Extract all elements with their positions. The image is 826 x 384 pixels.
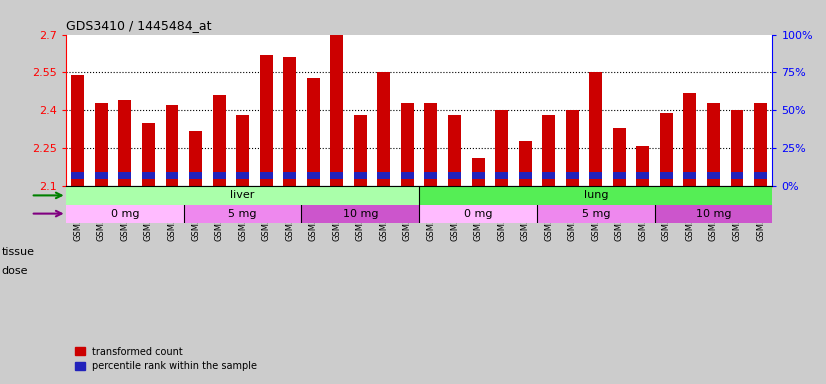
Text: 0 mg: 0 mg	[463, 209, 492, 218]
Text: 10 mg: 10 mg	[343, 209, 378, 218]
Bar	[636, 146, 649, 186]
Bar	[165, 105, 178, 186]
Bar	[236, 172, 249, 179]
Text: 5 mg: 5 mg	[228, 209, 257, 218]
Bar	[142, 172, 155, 179]
Bar	[66, 186, 420, 205]
Bar	[354, 116, 367, 186]
Bar	[330, 172, 344, 179]
Bar	[95, 103, 108, 186]
Bar	[683, 172, 696, 179]
Bar	[754, 172, 767, 179]
Bar	[420, 186, 772, 205]
Bar	[259, 172, 273, 179]
Bar	[259, 55, 273, 186]
Text: lung: lung	[583, 190, 608, 200]
Bar	[707, 103, 720, 186]
Bar	[448, 116, 461, 186]
Text: 5 mg: 5 mg	[582, 209, 610, 218]
Bar	[330, 35, 344, 186]
Bar	[660, 113, 673, 186]
Bar	[537, 205, 655, 223]
Bar	[613, 128, 626, 186]
Bar	[212, 95, 225, 186]
Bar	[283, 172, 297, 179]
Bar	[165, 172, 178, 179]
Bar	[420, 205, 537, 223]
Text: GDS3410 / 1445484_at: GDS3410 / 1445484_at	[66, 19, 211, 32]
Bar	[566, 172, 579, 179]
Bar	[519, 141, 532, 186]
Bar	[495, 111, 508, 186]
Bar	[636, 172, 649, 179]
Bar	[589, 172, 602, 179]
Bar	[542, 116, 555, 186]
Bar	[66, 205, 183, 223]
Bar	[306, 78, 320, 186]
Bar	[189, 172, 202, 179]
Bar	[495, 172, 508, 179]
Bar	[236, 116, 249, 186]
Bar	[542, 172, 555, 179]
Bar	[401, 103, 414, 186]
Bar	[754, 103, 767, 186]
Text: liver: liver	[230, 190, 255, 200]
Legend: transformed count, percentile rank within the sample: transformed count, percentile rank withi…	[71, 343, 261, 375]
Bar	[401, 172, 414, 179]
Bar	[118, 100, 131, 186]
Bar	[519, 172, 532, 179]
Bar	[683, 93, 696, 186]
Bar	[95, 172, 108, 179]
Bar	[730, 111, 743, 186]
Bar	[589, 73, 602, 186]
Text: 10 mg: 10 mg	[695, 209, 731, 218]
Bar	[377, 172, 391, 179]
Bar	[730, 172, 743, 179]
Bar	[301, 205, 420, 223]
Bar	[212, 172, 225, 179]
Bar	[613, 172, 626, 179]
Bar	[425, 172, 438, 179]
Bar	[183, 205, 301, 223]
Bar	[71, 75, 84, 186]
Text: dose: dose	[2, 266, 28, 276]
Bar	[377, 73, 391, 186]
Bar	[448, 172, 461, 179]
Text: 0 mg: 0 mg	[111, 209, 140, 218]
Text: tissue: tissue	[2, 247, 35, 257]
Bar	[71, 172, 84, 179]
Bar	[660, 172, 673, 179]
Bar	[425, 103, 438, 186]
Bar	[354, 172, 367, 179]
Bar	[142, 123, 155, 186]
Bar	[306, 172, 320, 179]
Bar	[655, 205, 772, 223]
Bar	[472, 172, 485, 179]
Bar	[566, 111, 579, 186]
Bar	[118, 172, 131, 179]
Bar	[283, 57, 297, 186]
Bar	[707, 172, 720, 179]
Bar	[472, 159, 485, 186]
Bar	[189, 131, 202, 186]
